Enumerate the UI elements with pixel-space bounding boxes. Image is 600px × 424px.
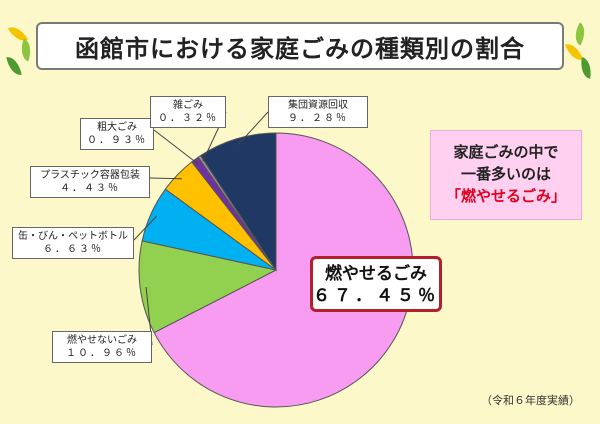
leader-line-cans-bottles: [133, 215, 157, 241]
slice-label-value: ９．２８％: [288, 113, 348, 124]
slice-label-combustible: 燃やせるごみ ６７．４５％: [310, 256, 442, 312]
slice-label-name: 缶・びん・ペットボトル: [18, 231, 128, 242]
leader-line-collective: [237, 111, 269, 145]
callout-line: 家庭ごみの中で: [453, 143, 559, 161]
pie-slice-collective: [199, 132, 277, 272]
slice-label-name: 雑ごみ: [173, 100, 203, 111]
slice-label-value: １０．９６％: [66, 348, 138, 359]
pie-slice-noncombustible: [138, 240, 278, 334]
slice-label-plastic: プラスチック容器包装 ４．４３％: [30, 166, 150, 198]
callout-line: 一番多いのは: [460, 165, 551, 183]
slice-label-value: ０．３２％: [158, 113, 218, 124]
pie-slice-combustible: [153, 132, 414, 408]
slice-label-noncombustible: 燃やせないごみ １０．９６％: [52, 331, 152, 363]
slice-label-name: 集団資源回収: [288, 100, 348, 111]
slice-label-value: ０．９３％: [87, 135, 147, 146]
slice-label-value: ６．６３％: [43, 244, 103, 255]
slice-label-cans-bottles: 缶・びん・ペットボトル ６．６３％: [12, 227, 134, 259]
footnote: （令和６年度実績）: [481, 394, 580, 407]
slice-label-value: ６７．４５％: [313, 286, 439, 306]
slice-label-collective: 集団資源回収 ９．２８％: [268, 96, 368, 128]
slice-label-value: ４．４３％: [60, 183, 120, 194]
callout-box: 家庭ごみの中で 一番多いのは 「燃やせるごみ」: [430, 130, 582, 220]
slice-label-name: 粗大ごみ: [97, 122, 137, 133]
slice-label-name: 燃やせないごみ: [67, 335, 137, 346]
callout-highlight: 「燃やせるごみ」: [445, 187, 566, 205]
leader-line-bulky: [153, 129, 199, 165]
slice-label-name: プラスチック容器包装: [40, 170, 140, 181]
leader-line-plastic: [149, 177, 182, 180]
slice-label-misc: 雑ごみ ０．３２％: [150, 96, 226, 128]
page-title: 函館市における家庭ごみの種類別の割合: [36, 22, 564, 70]
slice-label-bulky: 粗大ごみ ０．９３％: [80, 118, 154, 150]
slice-label-name: 燃やせるごみ: [325, 264, 427, 284]
